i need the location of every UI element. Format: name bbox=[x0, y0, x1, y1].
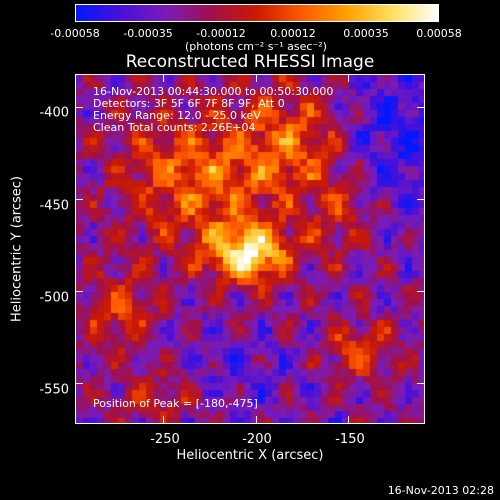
info-clean: Clean Total counts: 2.26E+04 bbox=[93, 121, 256, 134]
info-peak-position: Position of Peak = [-180,-475] bbox=[93, 397, 258, 410]
x-tick-mark bbox=[347, 416, 349, 424]
y-tick-label: -450 bbox=[39, 198, 69, 214]
y-tick-mark bbox=[417, 383, 425, 385]
x-tick-mark bbox=[255, 416, 257, 424]
colorbar-tick: 0.00058 bbox=[416, 27, 462, 40]
colorbar-tick: 0.00035 bbox=[343, 27, 389, 40]
y-tick-mark bbox=[417, 199, 425, 201]
colorbar-tick: -0.00035 bbox=[123, 27, 173, 40]
x-tick-label: -250 bbox=[150, 432, 180, 447]
info-detectors: Detectors: 3F 5F 6F 7F 8F 9F, Att 0 bbox=[93, 97, 285, 110]
x-tick-mark bbox=[347, 74, 349, 82]
chart-title: Reconstructed RHESSI Image bbox=[125, 52, 375, 72]
x-tick-label: -200 bbox=[242, 432, 272, 447]
colorbar bbox=[75, 4, 439, 22]
x-axis-label: Heliocentric X (arcsec) bbox=[176, 448, 324, 463]
colorbar-tick: -0.00012 bbox=[196, 27, 246, 40]
colorbar-tick: 0.00012 bbox=[270, 27, 316, 40]
info-time-range: 16-Nov-2013 00:44:30.000 to 00:50:30.000 bbox=[93, 85, 334, 98]
image-plot-area: 16-Nov-2013 00:44:30.000 to 00:50:30.000… bbox=[75, 74, 425, 424]
x-tick-mark bbox=[255, 74, 257, 82]
x-tick-mark bbox=[163, 416, 165, 424]
y-axis-label: Heliocentric Y (arcsec) bbox=[9, 176, 25, 322]
colorbar-tick: -0.00058 bbox=[50, 27, 100, 40]
y-tick-mark bbox=[75, 107, 83, 109]
colorbar-units: (photons cm⁻² s⁻¹ asec⁻²) bbox=[185, 40, 327, 53]
y-tick-label: -500 bbox=[39, 290, 69, 306]
y-tick-label: -550 bbox=[39, 382, 69, 398]
info-energy: Energy Range: 12.0 - 25.0 keV bbox=[93, 109, 261, 122]
y-tick-mark bbox=[75, 291, 83, 293]
y-tick-mark bbox=[75, 383, 83, 385]
y-tick-mark bbox=[417, 107, 425, 109]
heatmap-image bbox=[76, 75, 424, 423]
plot-timestamp: 16-Nov-2013 02:28 bbox=[387, 484, 494, 497]
y-tick-mark bbox=[75, 199, 83, 201]
x-tick-label: -150 bbox=[335, 432, 365, 447]
x-tick-mark bbox=[163, 74, 165, 82]
y-tick-label: -400 bbox=[39, 105, 69, 121]
y-tick-mark bbox=[417, 291, 425, 293]
